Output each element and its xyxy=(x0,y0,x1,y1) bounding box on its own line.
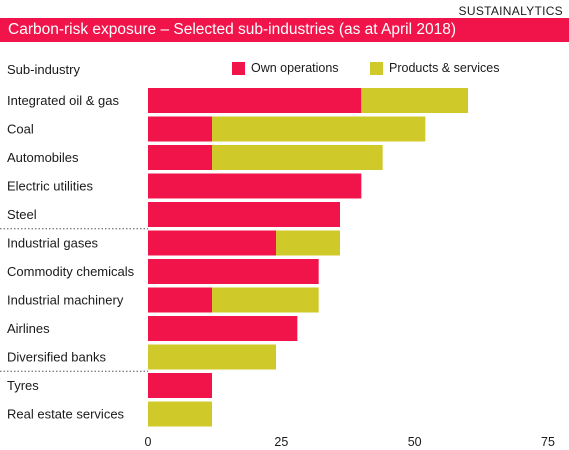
category-label-commodity-chemicals: Commodity chemicals xyxy=(7,264,135,279)
legend-products-services: Products & services xyxy=(370,61,499,75)
chart-title: Carbon-risk exposure – Selected sub-indu… xyxy=(0,18,569,42)
legend-own-operations: Own operations xyxy=(232,61,339,75)
category-label-airlines: Airlines xyxy=(7,321,50,336)
category-label-industrial-gases: Industrial gases xyxy=(7,236,99,251)
bar-own-electric-utilities xyxy=(148,173,362,199)
bar-own-airlines xyxy=(148,316,298,341)
bar-products-industrial-gases xyxy=(276,230,340,256)
bar-own-coal xyxy=(148,116,212,142)
bar-own-automobiles xyxy=(148,145,212,170)
bar-own-commodity-chemicals xyxy=(148,259,319,284)
bar-own-industrial-machinery xyxy=(148,287,212,313)
category-label-tyres: Tyres xyxy=(7,378,39,393)
bar-products-industrial-machinery xyxy=(212,287,319,313)
legend-swatch-products xyxy=(370,61,383,75)
x-tick-75: 75 xyxy=(541,435,555,449)
category-label-electric-utilities: Electric utilities xyxy=(7,179,93,194)
category-label-steel: Steel xyxy=(7,207,37,222)
category-label-diversified-banks: Diversified banks xyxy=(7,350,106,365)
bar-own-industrial-gases xyxy=(148,230,276,256)
source-label: SUSTAINALYTICS xyxy=(458,4,563,18)
bar-products-diversified-banks xyxy=(148,344,276,370)
category-label-automobiles: Automobiles xyxy=(7,150,79,165)
category-label-industrial-machinery: Industrial machinery xyxy=(7,293,124,308)
legend-swatch-own xyxy=(232,61,245,75)
x-tick-25: 25 xyxy=(274,435,288,449)
bar-products-automobiles xyxy=(212,145,383,170)
legend-label-own: Own operations xyxy=(251,61,339,75)
legend-label-products: Products & services xyxy=(389,61,500,75)
category-label-coal: Coal xyxy=(7,122,34,137)
category-label-integrated-oil-gas: Integrated oil & gas xyxy=(7,93,120,108)
category-label-real-estate-services: Real estate services xyxy=(7,407,125,422)
bar-products-coal xyxy=(212,116,426,142)
x-tick-50: 50 xyxy=(408,435,422,449)
x-tick-0: 0 xyxy=(145,435,152,449)
category-header: Sub-industry xyxy=(7,62,80,77)
bar-own-steel xyxy=(148,202,340,227)
bar-own-tyres xyxy=(148,373,212,398)
bar-products-integrated-oil-gas xyxy=(361,88,468,113)
bar-products-real-estate-services xyxy=(148,401,212,427)
bar-own-integrated-oil-gas xyxy=(148,88,362,113)
